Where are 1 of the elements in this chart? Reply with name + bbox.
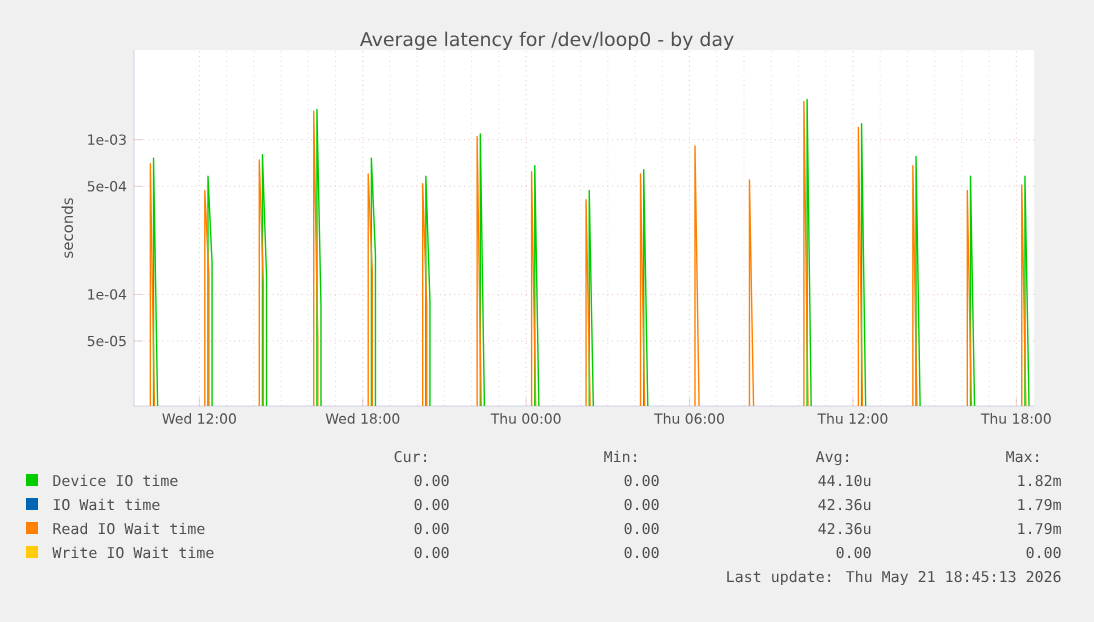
chart-title: Average latency for /dev/loop0 - by day xyxy=(359,31,734,50)
